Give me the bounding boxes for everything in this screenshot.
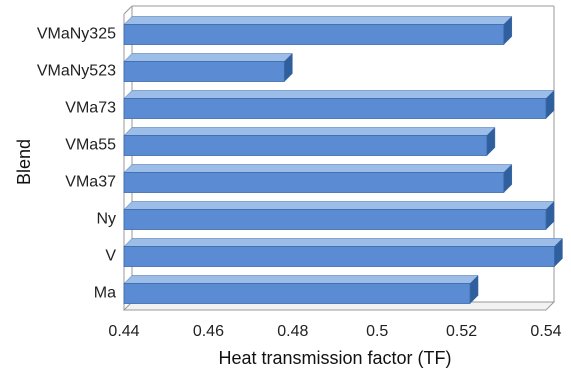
bar-top-face	[123, 164, 513, 173]
bar-front-face	[123, 283, 471, 304]
bar-top-face	[123, 238, 564, 247]
x-axis-title: Heat transmission factor (TF)	[218, 348, 451, 368]
bar-vma73	[123, 89, 555, 120]
category-label: V	[105, 248, 116, 265]
bar-front-face	[123, 98, 547, 119]
x-tick-label: 0.5	[366, 323, 388, 340]
x-tick-label: 0.48	[277, 323, 308, 340]
category-label: Ma	[94, 285, 116, 302]
x-tick-label: 0.44	[108, 323, 139, 340]
bar-top-face	[123, 53, 293, 62]
bar-vmany523	[123, 52, 293, 83]
bar-top-face	[123, 16, 513, 25]
x-tick-label: 0.46	[193, 323, 224, 340]
bar-ny	[123, 200, 555, 231]
bar-top-face	[123, 90, 555, 99]
category-label: VMa55	[65, 137, 116, 154]
bar-vma37	[123, 163, 513, 194]
bar-v	[123, 237, 564, 268]
bar-front-face	[123, 246, 555, 267]
bar-top-face	[123, 275, 479, 284]
bars	[123, 15, 564, 305]
bar-front-face	[123, 172, 505, 193]
category-label: VMaNy523	[37, 63, 116, 80]
bar-front-face	[123, 135, 488, 156]
bar-top-face	[123, 201, 555, 210]
category-labels: VMaNy325 VMaNy523 VMa73 VMa55 VMa37 Ny V Ma	[37, 26, 116, 302]
category-label: Ny	[96, 211, 116, 228]
x-tick-label: 0.52	[446, 323, 477, 340]
y-axis-title: Blend	[14, 139, 34, 185]
frame-floor	[122, 301, 556, 311]
bar-vmany325	[123, 15, 513, 46]
bar-vma55	[123, 126, 496, 157]
x-tick-label: 0.54	[530, 323, 561, 340]
category-label: VMa73	[65, 100, 116, 117]
frame-left-diag	[123, 5, 133, 15]
bar-ma	[123, 274, 479, 305]
bar-front-face	[123, 24, 505, 45]
bar-top-face	[123, 127, 496, 136]
tick-labels: 0.44 0.46 0.48 0.5 0.52 0.54	[108, 323, 561, 340]
bar-front-face	[123, 61, 285, 82]
category-label: VMa37	[65, 174, 116, 191]
bar-front-face	[123, 209, 547, 230]
category-label: VMaNy325	[37, 26, 116, 43]
